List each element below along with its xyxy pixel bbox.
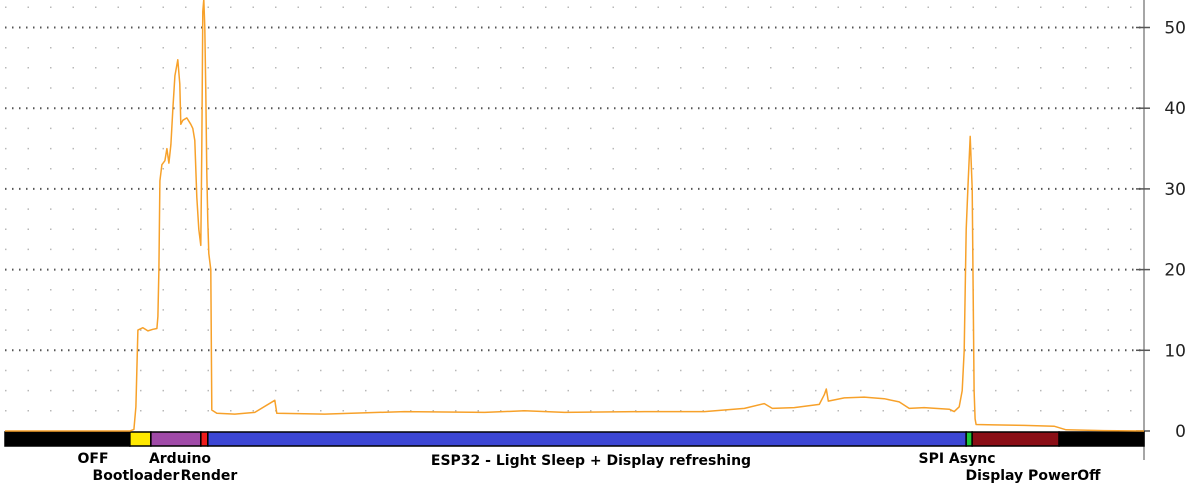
phase-segment — [129, 431, 152, 447]
phase-segment — [200, 431, 209, 447]
phase-segment — [150, 431, 202, 447]
phase-bar — [4, 431, 1145, 447]
phase-label-off: OFF — [77, 451, 108, 467]
y-tick-label: 10 — [1164, 341, 1186, 361]
y-tick-label: 30 — [1164, 180, 1186, 200]
phase-label-esp32-light-sleep: ESP32 - Light Sleep + Display refreshing — [431, 453, 751, 469]
grid — [5, 6, 1144, 412]
y-ticks: 0 10 20 30 40 50 — [1136, 19, 1186, 442]
phase-segment — [4, 431, 131, 447]
phase-segment — [971, 431, 1060, 447]
y-tick-label: 40 — [1164, 99, 1186, 119]
phase-label-render: Render — [181, 468, 238, 484]
phase-label-arduino: Arduino — [149, 451, 211, 467]
phase-label-bootloader: Bootloader — [93, 468, 180, 484]
y-tick-label: 0 — [1175, 422, 1186, 442]
phase-segment — [207, 431, 967, 447]
y-tick-label: 50 — [1164, 19, 1186, 39]
phase-segment — [1058, 431, 1145, 447]
phase-label-spi-async: SPI Async — [919, 451, 996, 467]
phase-segment — [965, 431, 973, 447]
series-line-current — [5, 0, 1145, 432]
phase-labels: OFF Bootloader Arduino Render ESP32 - Li… — [77, 451, 1101, 484]
phase-label-display-poweroff: Display PowerOff — [965, 468, 1101, 484]
y-tick-label: 20 — [1164, 261, 1186, 281]
